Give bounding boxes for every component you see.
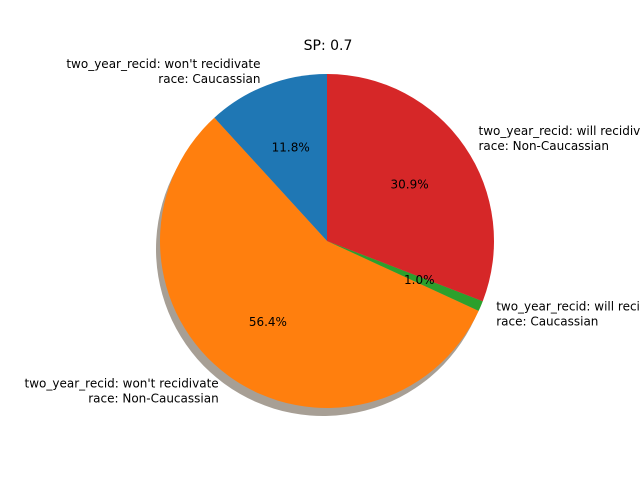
chart-title: SP: 0.7 <box>304 38 353 54</box>
pct-label-0: 11.8% <box>272 141 310 155</box>
slice-label-2-line2: race: Caucassian <box>496 315 598 329</box>
slice-label-0-line1: two_year_recid: won't recidivate <box>66 57 260 71</box>
pie-slice-0 <box>214 74 327 241</box>
pie-slices <box>160 74 494 408</box>
pie-slice-3 <box>327 74 494 302</box>
pct-labels: 11.8% 56.4% 1.0% 30.9% <box>249 141 435 329</box>
slice-label-3-line1: two_year_recid: will recidivate <box>479 124 640 138</box>
slice-label-2-line1: two_year_recid: will recidivate <box>496 300 640 314</box>
slice-label-1-line1: two_year_recid: won't recidivate <box>25 376 219 390</box>
pie-slice-2 <box>327 241 483 311</box>
slice-label-0-line2: race: Caucassian <box>158 72 260 86</box>
slice-label-3-line2: race: Non-Caucassian <box>479 139 609 153</box>
slice-label-1-line2: race: Non-Caucassian <box>88 391 218 405</box>
pct-label-1: 56.4% <box>249 315 287 329</box>
pct-label-3: 30.9% <box>391 177 429 191</box>
pct-label-2: 1.0% <box>404 273 435 287</box>
pie-slice-1 <box>160 117 479 408</box>
